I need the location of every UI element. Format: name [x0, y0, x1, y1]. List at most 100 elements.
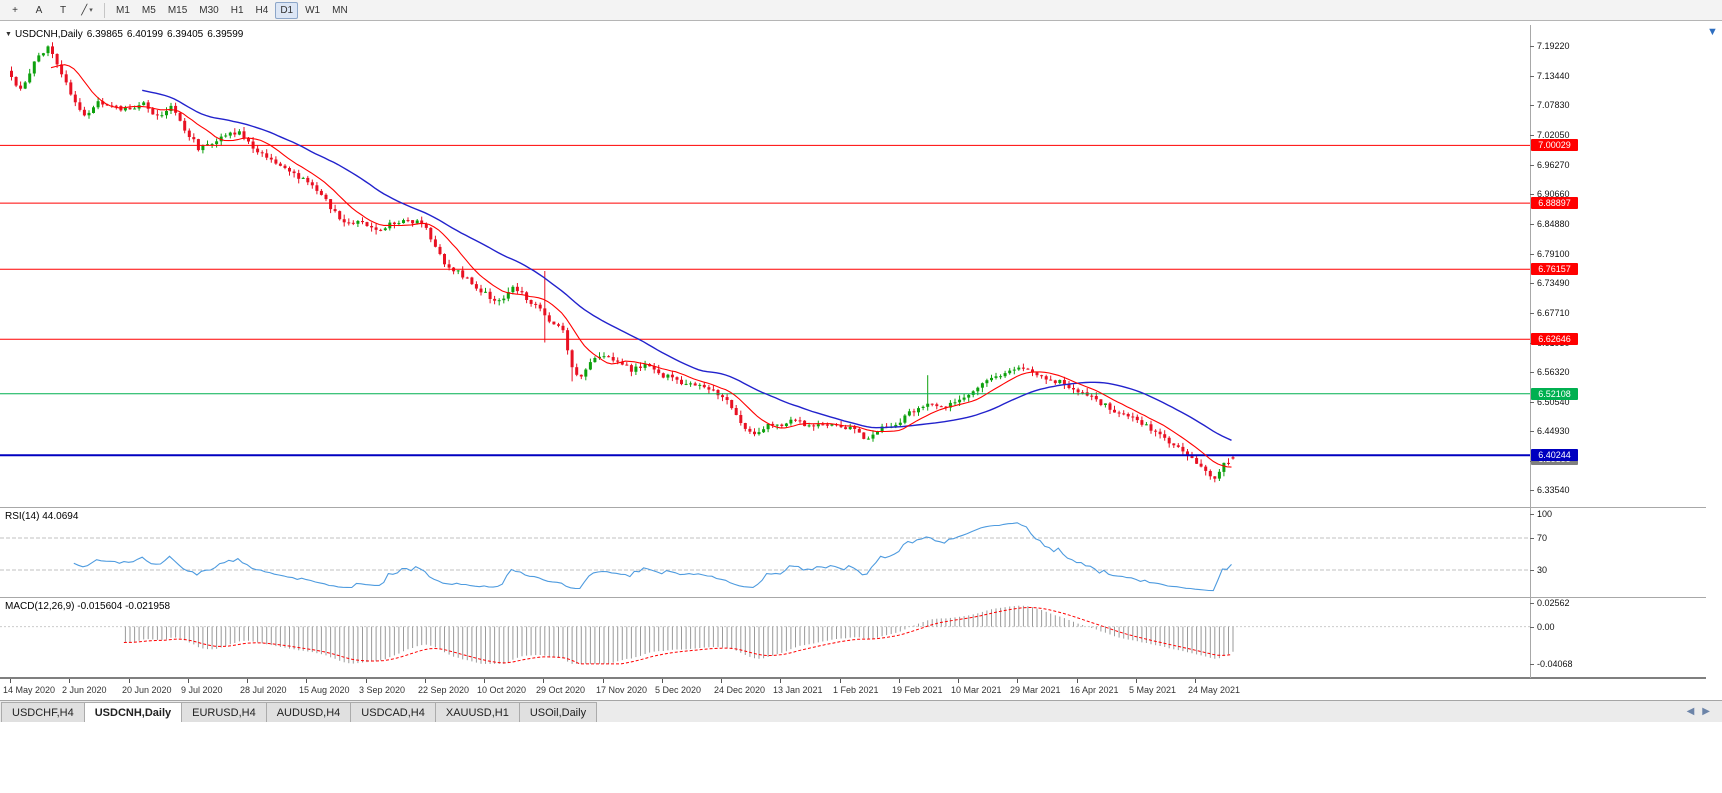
macd-tick-label: 0.00	[1537, 622, 1555, 632]
tab-scroll-left-icon[interactable]: ◀	[1686, 706, 1695, 717]
scale-tick	[1530, 431, 1534, 432]
date-label: 24 Dec 2020	[714, 685, 766, 695]
date-tick	[129, 679, 130, 683]
price-tick-label: 6.96270	[1537, 160, 1570, 170]
macd-indicator-canvas[interactable]	[0, 598, 1530, 676]
text-annotation-button[interactable]: A	[35, 4, 43, 16]
chart-tabs: USDCHF,H4 USDCNH,Daily EURUSD,H4 AUDUSD,H4 U…	[0, 701, 598, 722]
date-label: 17 Nov 2020	[596, 685, 648, 695]
chart-tab-usoil-daily[interactable]: USOil,Daily	[518, 702, 598, 722]
line-studies-dropdown[interactable]: ╱ ▾	[81, 4, 93, 16]
timeframe-button-m15[interactable]: M15	[167, 4, 188, 16]
price-scale[interactable]: 7.19220 7.13440 7.07830 7.02050 6.96270 6.906…	[1530, 25, 1706, 507]
date-tick	[958, 679, 959, 683]
date-tick	[603, 679, 604, 683]
scale-tick	[1530, 603, 1534, 604]
date-tick	[247, 679, 248, 683]
date-tick	[425, 679, 426, 683]
date-tick	[721, 679, 722, 683]
date-tick	[484, 679, 485, 683]
price-scale-border	[1530, 25, 1531, 678]
chart-tab-audusd-h4[interactable]: AUDUSD,H4	[265, 702, 352, 722]
chart-tab-usdchf-h4[interactable]: USDCHF,H4	[1, 702, 85, 722]
timeframe-button-mn[interactable]: MN	[332, 4, 348, 16]
chart-tab-eurusd-h4[interactable]: EURUSD,H4	[181, 702, 267, 722]
rsi-tick-label: 100	[1537, 509, 1553, 519]
timeframe-button-m1[interactable]: M1	[116, 4, 130, 16]
chart-title: ▼ USDCNH,Daily 6.39865 6.40199 6.39405 6.3959…	[5, 29, 247, 40]
pane-separator[interactable]	[0, 507, 1706, 508]
cursor-tool-button[interactable]: +	[12, 4, 18, 16]
timeframe-button-h1[interactable]: H1	[230, 4, 244, 16]
scale-tick	[1530, 165, 1534, 166]
scale-tick	[1530, 664, 1534, 665]
date-label: 5 May 2021	[1129, 685, 1177, 695]
price-tick-label: 6.50540	[1537, 397, 1570, 407]
timeframe-button-h4[interactable]: H4	[255, 4, 269, 16]
price-tick-label: 6.67710	[1537, 308, 1570, 318]
date-label: 3 Sep 2020	[359, 685, 406, 695]
ohlc-low: 6.39405	[167, 29, 204, 40]
chart-tab-bar: USDCHF,H4 USDCNH,Daily EURUSD,H4 AUDUSD,H4 U…	[0, 700, 1722, 722]
rsi-tick-label: 30	[1537, 565, 1548, 575]
chart-tab-usdcad-h4[interactable]: USDCAD,H4	[350, 702, 436, 722]
axis-separator	[0, 677, 1706, 679]
chevron-down-icon: ▾	[89, 7, 93, 14]
rsi-label: RSI(14) 44.0694	[5, 511, 79, 522]
date-label: 28 Jul 2020	[240, 685, 287, 695]
date-tick	[840, 679, 841, 683]
scale-tick	[1530, 313, 1534, 314]
price-tick-label: 6.56320	[1537, 367, 1570, 377]
macd-label: MACD(12,26,9) -0.015604 -0.021958	[5, 601, 171, 612]
price-tick-label: 6.44930	[1537, 426, 1570, 436]
price-line-tag-6.40244: 6.40244	[1531, 449, 1578, 461]
price-chart-canvas[interactable]	[0, 25, 1530, 506]
scale-tick	[1530, 105, 1534, 106]
date-label: 19 Feb 2021	[892, 685, 943, 695]
date-label: 5 Dec 2020	[655, 685, 702, 695]
date-label: 10 Mar 2021	[951, 685, 1002, 695]
date-tick	[662, 679, 663, 683]
scale-tick	[1530, 538, 1534, 539]
date-label: 2 Jun 2020	[62, 685, 107, 695]
line-studies-toolbar: + A T ╱ ▾	[3, 2, 99, 19]
timeframe-button-w1[interactable]: W1	[305, 4, 321, 16]
date-label: 29 Mar 2021	[1010, 685, 1061, 695]
date-tick	[899, 679, 900, 683]
date-tick	[1077, 679, 1078, 683]
timeframe-button-m30[interactable]: M30	[199, 4, 219, 16]
time-axis[interactable]: 14 May 2020 2 Jun 2020 20 Jun 2020 9 Jul 20…	[0, 679, 1530, 700]
scale-tick	[1530, 254, 1534, 255]
scale-tick	[1530, 490, 1534, 491]
text-label-button[interactable]: T	[59, 4, 67, 16]
price-tick-label: 6.73490	[1537, 278, 1570, 288]
chart-window[interactable]: ▼ USDCNH,Daily 6.39865 6.40199 6.39405 6.3959…	[0, 22, 1722, 700]
price-tick-label: 6.90660	[1537, 189, 1570, 199]
chart-tab-usdcnh-daily[interactable]: USDCNH,Daily	[83, 702, 183, 722]
tab-scroll-right-icon[interactable]: ▶	[1702, 706, 1710, 717]
price-line-tag-6.62646: 6.62646	[1531, 333, 1578, 345]
macd-tick-label: 0.02562	[1537, 598, 1570, 608]
macd-scale[interactable]: 0.02562 0.00 -0.04068	[1530, 598, 1706, 676]
scroll-down-icon[interactable]: ▼	[1707, 26, 1718, 38]
rsi-indicator-canvas[interactable]	[0, 508, 1530, 596]
macd-histogram	[124, 605, 1234, 664]
price-line-tag-6.52108: 6.52108	[1531, 388, 1578, 400]
collapse-icon[interactable]: ▼	[5, 31, 12, 38]
date-tick	[543, 679, 544, 683]
pane-separator[interactable]	[0, 597, 1706, 598]
price-line-tag-7.00029: 7.00029	[1531, 139, 1578, 151]
candles	[10, 42, 1235, 483]
rsi-scale[interactable]: 100 70 30	[1530, 508, 1706, 596]
chart-tab-xauusd-h1[interactable]: XAUUSD,H1	[434, 702, 520, 722]
scale-tick	[1530, 283, 1534, 284]
ma-fast-line	[50, 64, 1232, 468]
chart-symbol-label: USDCNH,Daily	[14, 29, 83, 40]
ohlc-high: 6.40199	[126, 29, 164, 40]
scale-tick	[1530, 372, 1534, 373]
timeframe-button-d1[interactable]: D1	[275, 1, 299, 19]
timeframe-button-m5[interactable]: M5	[141, 4, 156, 16]
date-label: 1 Feb 2021	[833, 685, 879, 695]
price-tick-label: 6.84880	[1537, 219, 1570, 229]
